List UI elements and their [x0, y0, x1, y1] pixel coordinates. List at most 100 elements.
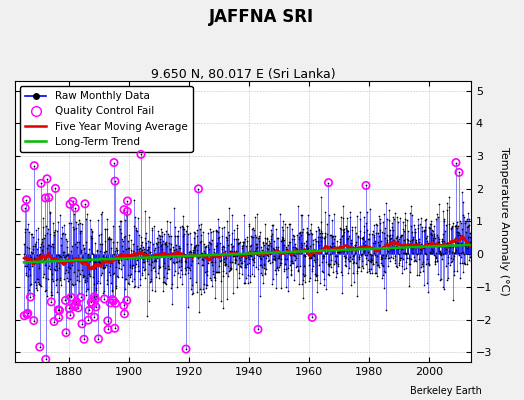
- Point: [90, 314, 99, 320]
- Point: [278, 224, 286, 230]
- Point: [187, 286, 195, 293]
- Point: [28, 250, 37, 256]
- Point: [199, 257, 207, 264]
- Point: [255, 237, 263, 244]
- Point: [336, 226, 345, 232]
- Point: [170, 205, 179, 212]
- Point: [347, 224, 356, 230]
- Point: [444, 244, 452, 250]
- Point: [137, 151, 145, 158]
- Point: [285, 249, 293, 255]
- Point: [260, 235, 269, 241]
- Point: [279, 235, 287, 241]
- Point: [246, 252, 255, 258]
- Point: [339, 215, 347, 221]
- Point: [23, 312, 31, 318]
- Point: [116, 226, 124, 232]
- Point: [418, 245, 427, 251]
- Point: [355, 264, 364, 270]
- Point: [104, 318, 112, 324]
- Point: [274, 267, 282, 274]
- Point: [77, 294, 85, 301]
- Point: [263, 252, 271, 258]
- Point: [358, 236, 367, 242]
- Point: [42, 223, 50, 229]
- Point: [25, 287, 33, 294]
- Point: [366, 251, 375, 257]
- Point: [94, 261, 103, 267]
- Point: [87, 299, 95, 306]
- Point: [342, 254, 350, 260]
- Point: [315, 230, 324, 236]
- Point: [113, 273, 122, 279]
- Point: [101, 226, 110, 232]
- Point: [134, 283, 143, 290]
- Point: [258, 250, 266, 256]
- Point: [86, 255, 94, 261]
- Point: [367, 256, 375, 262]
- Point: [24, 310, 32, 316]
- Point: [406, 269, 414, 275]
- Point: [400, 250, 408, 256]
- Point: [171, 259, 180, 265]
- Point: [97, 209, 106, 216]
- Point: [75, 238, 83, 245]
- Point: [76, 230, 84, 236]
- Point: [429, 235, 437, 241]
- Point: [89, 235, 97, 242]
- Point: [322, 250, 330, 256]
- Point: [443, 239, 451, 246]
- Point: [311, 276, 320, 283]
- Point: [286, 221, 294, 227]
- Point: [301, 253, 310, 260]
- Point: [23, 263, 31, 270]
- Point: [248, 256, 256, 262]
- Point: [236, 252, 244, 258]
- Point: [152, 234, 161, 241]
- Point: [52, 267, 61, 274]
- Point: [134, 263, 143, 270]
- Point: [24, 221, 32, 228]
- Point: [48, 240, 57, 247]
- Point: [252, 232, 260, 238]
- Point: [383, 216, 391, 222]
- Point: [143, 256, 151, 262]
- Point: [165, 254, 173, 260]
- Point: [361, 242, 369, 249]
- Point: [64, 292, 73, 298]
- Point: [296, 229, 304, 235]
- Point: [386, 236, 394, 242]
- Point: [239, 250, 247, 256]
- Point: [303, 229, 311, 236]
- Point: [152, 274, 160, 280]
- Point: [39, 242, 47, 249]
- Point: [32, 285, 40, 292]
- Point: [58, 257, 67, 263]
- Point: [223, 237, 232, 243]
- Point: [104, 326, 112, 333]
- Point: [185, 265, 194, 272]
- Point: [250, 255, 259, 262]
- Point: [236, 257, 244, 264]
- Point: [107, 245, 115, 251]
- Point: [458, 233, 467, 239]
- Point: [307, 255, 315, 261]
- Point: [419, 263, 427, 269]
- Point: [452, 222, 461, 228]
- Point: [129, 284, 138, 290]
- Point: [410, 222, 418, 228]
- Point: [299, 294, 308, 301]
- Point: [302, 237, 310, 244]
- Point: [316, 246, 324, 252]
- Point: [345, 247, 353, 253]
- Point: [297, 232, 305, 238]
- Point: [439, 284, 447, 290]
- Point: [43, 176, 51, 182]
- Point: [424, 261, 433, 268]
- Point: [79, 272, 87, 278]
- Point: [143, 258, 151, 265]
- Point: [367, 258, 376, 265]
- Point: [416, 239, 424, 246]
- Point: [250, 226, 258, 233]
- Point: [338, 232, 346, 239]
